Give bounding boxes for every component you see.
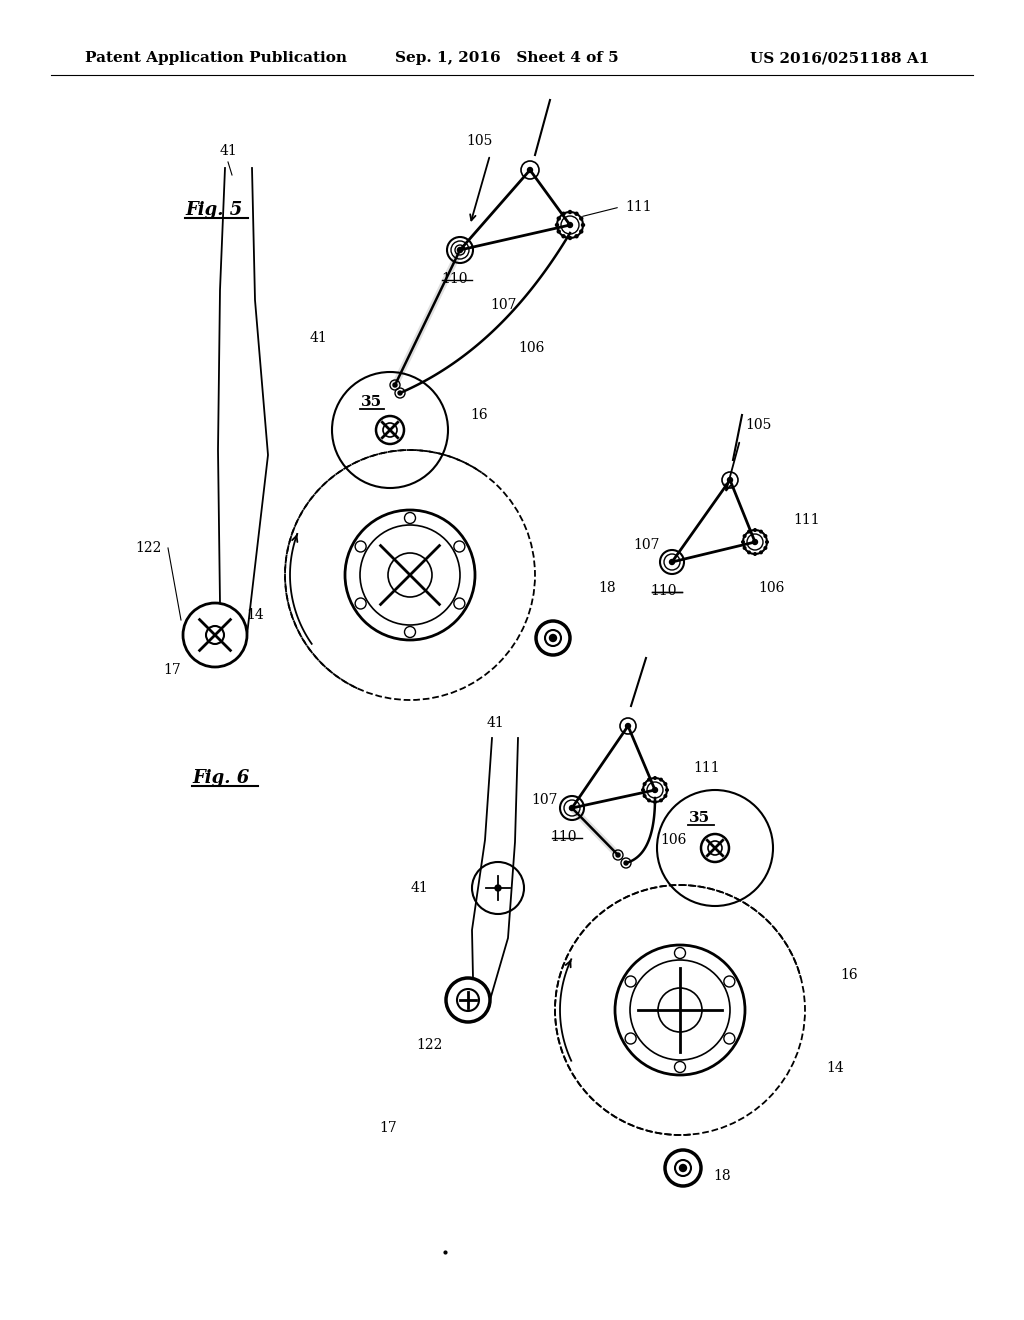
Text: 107: 107 (531, 793, 558, 807)
Text: 41: 41 (219, 144, 237, 158)
Text: 18: 18 (713, 1170, 731, 1183)
Text: 41: 41 (309, 331, 327, 345)
Circle shape (582, 223, 585, 227)
Text: 41: 41 (411, 880, 428, 895)
Text: 111: 111 (625, 201, 651, 214)
Circle shape (495, 884, 501, 891)
Text: 41: 41 (486, 715, 504, 730)
Text: 18: 18 (598, 581, 615, 595)
Circle shape (760, 531, 762, 533)
Text: 122: 122 (135, 541, 162, 554)
Circle shape (643, 795, 646, 797)
Text: Patent Application Publication: Patent Application Publication (85, 51, 347, 65)
Text: Sep. 1, 2016   Sheet 4 of 5: Sep. 1, 2016 Sheet 4 of 5 (395, 51, 618, 65)
Circle shape (741, 541, 744, 544)
Circle shape (550, 635, 556, 642)
Circle shape (753, 540, 758, 544)
Text: 35: 35 (361, 395, 383, 409)
Circle shape (562, 235, 565, 238)
Text: 110: 110 (441, 272, 468, 286)
Text: 35: 35 (689, 810, 711, 825)
Text: 105: 105 (467, 135, 494, 148)
Text: 106: 106 (758, 581, 784, 595)
Circle shape (659, 779, 663, 781)
Text: 16: 16 (470, 408, 487, 422)
Circle shape (569, 805, 574, 810)
Text: 111: 111 (793, 513, 819, 527)
Text: 107: 107 (634, 539, 660, 552)
Text: 110: 110 (650, 583, 677, 598)
Circle shape (643, 783, 646, 785)
Circle shape (626, 723, 631, 729)
Circle shape (624, 861, 628, 865)
Circle shape (666, 789, 669, 791)
Circle shape (653, 776, 656, 779)
Circle shape (616, 853, 620, 857)
Circle shape (743, 546, 745, 549)
Text: 106: 106 (518, 341, 545, 355)
Text: Fig. 5: Fig. 5 (185, 201, 243, 219)
Circle shape (527, 168, 532, 173)
Text: US 2016/0251188 A1: US 2016/0251188 A1 (750, 51, 930, 65)
Circle shape (458, 248, 463, 252)
Circle shape (670, 560, 675, 565)
Circle shape (575, 213, 578, 215)
Circle shape (659, 799, 663, 801)
Circle shape (567, 223, 572, 227)
Circle shape (764, 535, 767, 537)
Circle shape (557, 230, 560, 234)
Circle shape (580, 230, 583, 234)
Circle shape (743, 535, 745, 537)
Circle shape (393, 383, 397, 387)
Circle shape (754, 553, 757, 556)
Circle shape (748, 550, 751, 553)
Text: 106: 106 (660, 833, 686, 847)
Text: 110: 110 (551, 830, 578, 843)
Circle shape (580, 216, 583, 220)
Text: 17: 17 (379, 1121, 397, 1135)
Circle shape (648, 799, 650, 801)
Circle shape (575, 235, 578, 238)
Circle shape (557, 216, 560, 220)
Text: 111: 111 (693, 762, 720, 775)
Circle shape (680, 1164, 686, 1172)
Text: 17: 17 (163, 663, 181, 677)
Text: 14: 14 (826, 1061, 844, 1074)
Circle shape (766, 541, 768, 544)
Circle shape (665, 795, 667, 797)
Circle shape (653, 801, 656, 804)
Circle shape (555, 223, 558, 227)
Circle shape (754, 529, 757, 531)
Text: 14: 14 (246, 609, 264, 622)
Circle shape (748, 531, 751, 533)
Circle shape (642, 789, 644, 791)
Circle shape (562, 213, 565, 215)
Circle shape (652, 788, 657, 792)
Text: 105: 105 (745, 418, 771, 432)
Circle shape (760, 550, 762, 553)
Text: 122: 122 (417, 1038, 443, 1052)
Circle shape (568, 210, 571, 214)
Circle shape (648, 779, 650, 781)
Circle shape (568, 236, 571, 239)
Circle shape (398, 391, 402, 395)
Circle shape (665, 783, 667, 785)
Circle shape (727, 478, 732, 483)
Circle shape (764, 546, 767, 549)
Text: 107: 107 (490, 298, 516, 312)
Text: Fig. 6: Fig. 6 (193, 770, 249, 787)
Text: 16: 16 (840, 968, 858, 982)
